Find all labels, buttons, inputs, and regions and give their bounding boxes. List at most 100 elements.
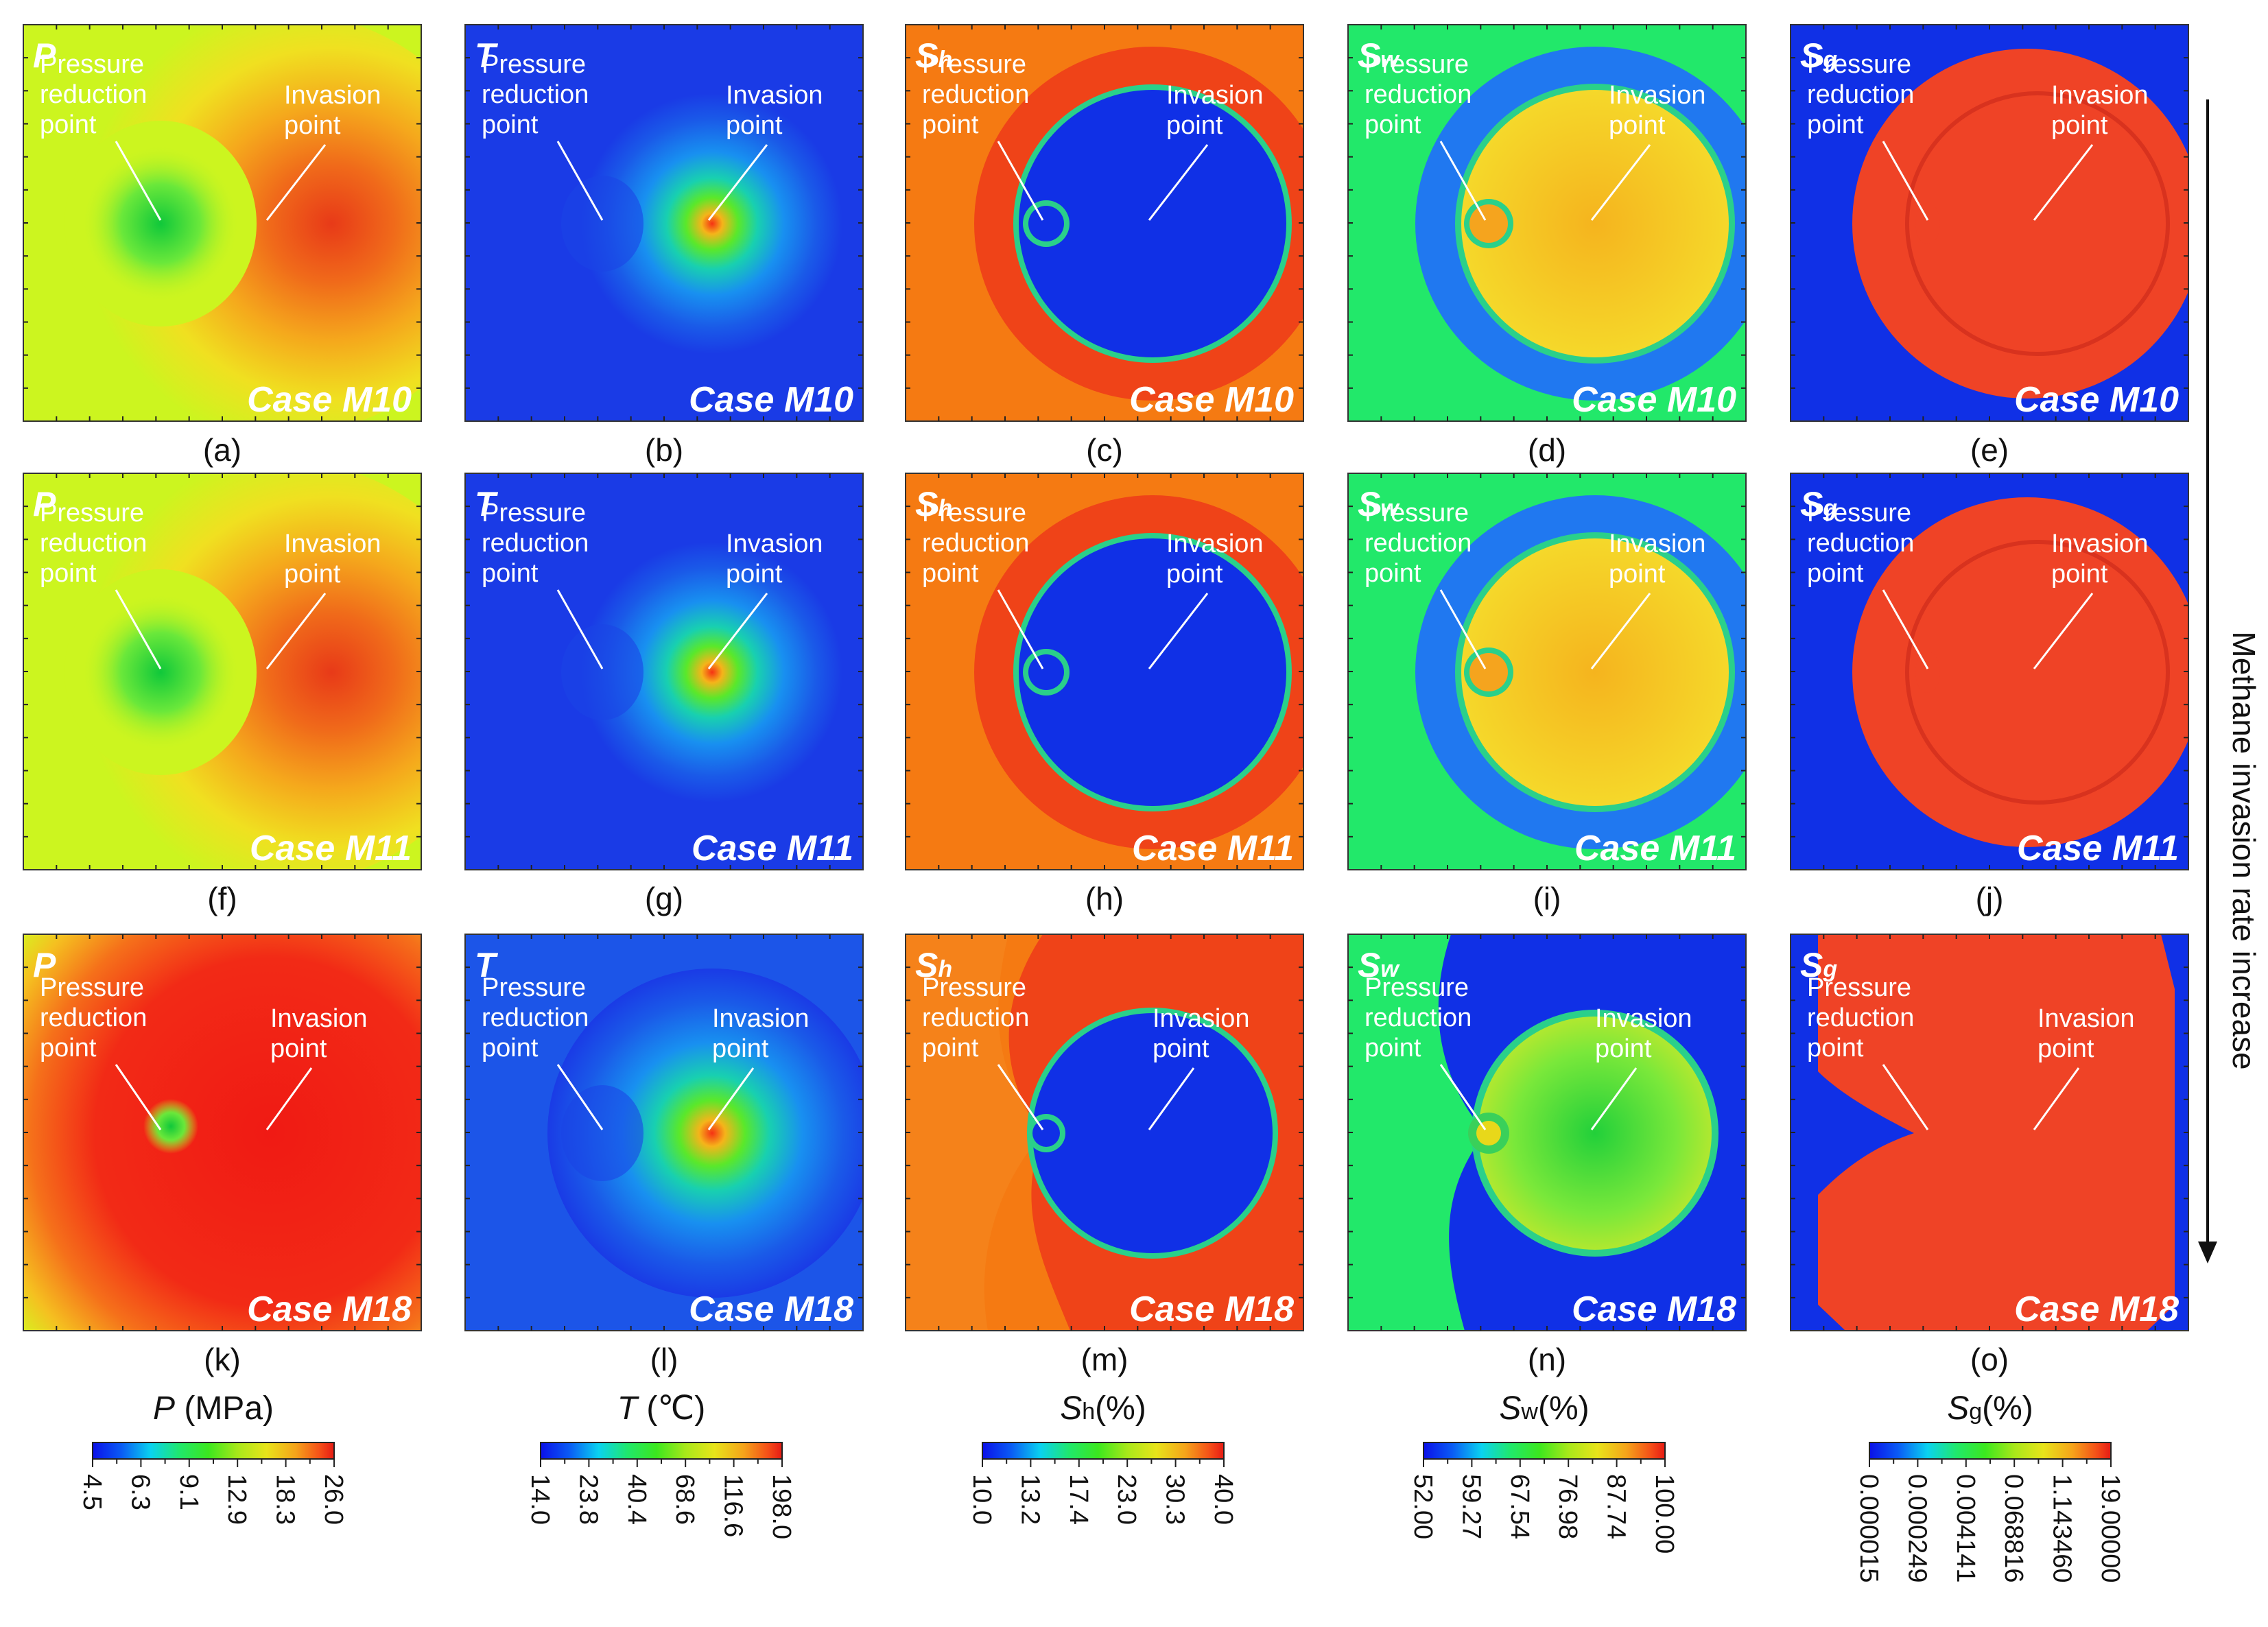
- variable-label: Sg: [1800, 946, 1837, 984]
- invasion-leader: [1590, 593, 1651, 669]
- gas-inner-front: [1905, 91, 2170, 356]
- pressure-reduction-label: reduction: [482, 1003, 589, 1032]
- contour-panel: PPressurereductionpointInvasionpointCase…: [23, 934, 422, 1331]
- colorbar-tick-label: 0.000015: [1854, 1474, 1883, 1583]
- case-label: Case M18: [247, 1290, 412, 1329]
- variable-label: P: [33, 946, 56, 984]
- invasion-leader: [707, 593, 768, 669]
- contour-panel: SgPressurereductionpointInvasionpointCas…: [1790, 473, 2189, 870]
- colorbar-title: Sh(%): [1060, 1390, 1146, 1427]
- temperature-plume: [582, 93, 842, 354]
- pressure-reduction-leader: [556, 141, 604, 221]
- variable-sub: h: [938, 956, 952, 982]
- variable-label: T: [475, 946, 499, 984]
- variable-sub: w: [1380, 495, 1400, 521]
- variable-main: P: [33, 946, 56, 984]
- colorbar-tick-label: 52.00: [1408, 1474, 1437, 1539]
- contour-panel: SgPressurereductionpointInvasionpointCas…: [1790, 934, 2189, 1331]
- pressure-reduction-label: point: [40, 559, 97, 588]
- variable-main: S: [1800, 36, 1823, 75]
- variable-sub: h: [938, 495, 952, 521]
- pressure-reduction-label: reduction: [40, 1003, 147, 1032]
- colorbar-title-unit: (MPa): [175, 1390, 274, 1427]
- variable-main: S: [1358, 36, 1380, 75]
- pressure-reduction-label: point: [1365, 110, 1421, 139]
- pressure-reduction-leader: [997, 1064, 1044, 1130]
- pressure-reduction-label: Pressure: [1365, 50, 1469, 79]
- panel-caption: (c): [1086, 432, 1123, 468]
- water-core: [1461, 90, 1729, 357]
- water-core: [1461, 538, 1729, 806]
- colorbar-tick-label: 1.143460: [2048, 1474, 2077, 1583]
- pressure-reduction-leader: [1439, 1064, 1487, 1130]
- variable-label: T: [475, 485, 499, 523]
- colorbar-gradient: [540, 1442, 783, 1460]
- field-map: [1348, 934, 1746, 1331]
- colorbar-tick-label: 13.2: [1015, 1474, 1044, 1525]
- panel-caption: (e): [1970, 432, 2009, 468]
- panel-caption: (i): [1533, 881, 1561, 916]
- dissociation-hole-small: [1032, 1119, 1060, 1147]
- variable-label: Sh: [915, 485, 952, 523]
- pressure-reduction-leader: [1882, 589, 1929, 669]
- pressure-reduction-label: Pressure: [40, 973, 144, 1002]
- invasion-label: point: [284, 560, 341, 589]
- invasion-leader: [265, 593, 327, 669]
- pressure-reduction-label: reduction: [1807, 80, 1914, 109]
- panel-caption: (d): [1528, 432, 1566, 468]
- variable-main: P: [33, 485, 56, 523]
- colorbar-tick-label: 100.00: [1650, 1474, 1679, 1554]
- water-core-small-center: [1476, 1121, 1501, 1145]
- case-label: Case M11: [250, 829, 412, 868]
- colorbar-gradient: [92, 1442, 335, 1460]
- colorbar-tick-label: 23.0: [1112, 1474, 1141, 1525]
- case-label: Case M18: [2014, 1290, 2179, 1329]
- colorbar-title-unit: (%): [1095, 1390, 1146, 1427]
- invasion-leader: [265, 1067, 313, 1130]
- colorbar-tick-label: 87.74: [1602, 1474, 1631, 1539]
- water-core-small: [1469, 653, 1508, 691]
- invasion-label: Invasion: [712, 1004, 810, 1033]
- pressure-reduction-label: reduction: [1365, 529, 1472, 558]
- colorbar-tick-label: 19.00000: [2096, 1474, 2125, 1583]
- variable-main: S: [1800, 485, 1823, 523]
- colorbar-title: P (MPa): [153, 1390, 274, 1427]
- pressure-reduction-label: point: [1365, 1034, 1421, 1062]
- colorbar-title-var: P: [153, 1390, 175, 1427]
- colorbar: T (℃) 14.0 23.8 40.4 68.6 116.6 198.0: [525, 1390, 796, 1539]
- colorbar-title-var: T: [617, 1390, 640, 1427]
- colorbar-tick-label: 14.0: [525, 1474, 554, 1525]
- pressure-reduction-label: Pressure: [40, 499, 144, 527]
- pressure-reduction-label: Pressure: [922, 50, 1026, 79]
- pressure-high-zone: [23, 934, 421, 1331]
- variable-sub: g: [1822, 47, 1837, 73]
- pressure-reduction-label: Pressure: [482, 973, 586, 1002]
- pressure-reduction-label: point: [1807, 110, 1864, 139]
- pressure-reduction-label: Pressure: [922, 973, 1026, 1002]
- variable-label: Sw: [1358, 36, 1400, 75]
- temperature-cool-spot: [561, 1085, 643, 1181]
- colorbar-title-unit: (%): [1982, 1390, 2033, 1427]
- pressure-reduction-label: reduction: [922, 80, 1029, 109]
- case-label: Case M11: [692, 829, 853, 868]
- variable-main: T: [475, 485, 499, 523]
- case-label: Case M11: [1574, 829, 1736, 868]
- variable-main: P: [33, 36, 56, 75]
- invasion-label: Invasion: [1609, 81, 1706, 110]
- field-map: [906, 25, 1303, 421]
- contour-panel: PPressurereductionpointInvasionpointCase…: [23, 473, 422, 870]
- variable-label: P: [33, 485, 56, 523]
- invasion-leader: [1148, 144, 1209, 221]
- colorbar-title-var: S: [1947, 1390, 1969, 1427]
- pressure-reduction-label: reduction: [1807, 529, 1914, 558]
- colorbar-title: Sg(%): [1947, 1390, 2033, 1427]
- variable-sub: g: [1822, 495, 1837, 521]
- pressure-reduction-label: point: [922, 1034, 979, 1062]
- colorbar-title-unit: (%): [1538, 1390, 1590, 1427]
- invasion-leader: [1590, 144, 1651, 221]
- colorbar-tick-label: 198.0: [767, 1474, 796, 1539]
- case-label: Case M18: [1129, 1290, 1294, 1329]
- colorbar-tick-label: 12.9: [222, 1474, 251, 1525]
- dissociation-hole: [1019, 90, 1286, 357]
- pressure-reduction-label: point: [922, 110, 979, 139]
